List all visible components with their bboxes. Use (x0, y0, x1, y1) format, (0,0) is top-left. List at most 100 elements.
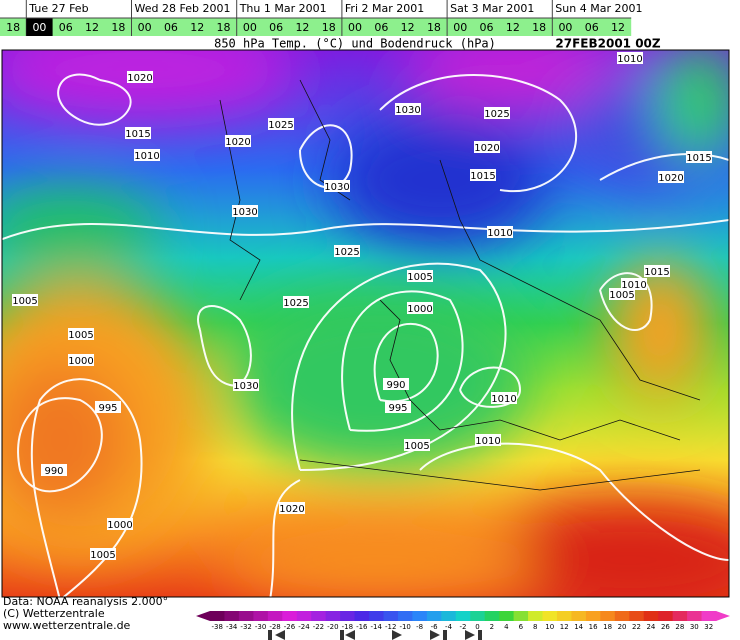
isobar-label-bg (68, 328, 94, 340)
colorbar-swatch (542, 611, 558, 621)
isobar-label-bg (474, 141, 500, 153)
isobar-label-bg (487, 226, 513, 238)
isobar-label-bg (407, 270, 433, 282)
colorbar-swatch (397, 611, 413, 621)
hour-label[interactable]: 00 (243, 21, 257, 34)
isobar-label: 995 (98, 403, 117, 414)
hour-label[interactable]: 06 (480, 21, 494, 34)
hour-label[interactable]: 00 (138, 21, 152, 34)
colorbar-swatch (629, 611, 645, 621)
hour-label[interactable]: 00 (453, 21, 467, 34)
hour-label[interactable]: 06 (269, 21, 283, 34)
hour-label[interactable]: 06 (374, 21, 388, 34)
isobar-label-bg (470, 169, 496, 181)
isobar-label: 1010 (617, 54, 642, 65)
colorbar-label: 24 (646, 623, 655, 631)
isobar-label: 1010 (475, 436, 500, 447)
colorbar-label: 30 (690, 623, 699, 631)
isobar-label-bg (95, 401, 121, 413)
hour-label[interactable]: 12 (401, 21, 415, 34)
hour-label[interactable]: 06 (164, 21, 178, 34)
colorbar-swatch (267, 611, 283, 621)
isobar-label-bg (90, 548, 116, 560)
colorbar-swatch (658, 611, 674, 621)
colorbar-swatch (383, 611, 399, 621)
colorbar-label: -28 (269, 623, 280, 631)
colorbar-label: -2 (460, 623, 467, 631)
day-label: Fri 2 Mar 2001 (345, 2, 424, 15)
isobar-label: 1020 (225, 137, 250, 148)
isobar-label-bg (283, 296, 309, 308)
isobar-label: 1025 (283, 298, 308, 309)
footer-line: Data: NOAA reanalysis 2.000° (3, 595, 168, 608)
isobar-label-bg (385, 401, 411, 413)
colorbar-swatch (224, 611, 240, 621)
hour-label[interactable]: 06 (585, 21, 599, 34)
isobar-label: 990 (386, 380, 405, 391)
colorbar-swatch (412, 611, 428, 621)
footer: Data: NOAA reanalysis 2.000°(C) Wetterze… (3, 595, 168, 632)
hour-label[interactable]: 12 (506, 21, 520, 34)
colorbar-swatch (210, 611, 225, 621)
hour-label[interactable]: 18 (427, 21, 441, 34)
hour-label[interactable]: 00 (348, 21, 362, 34)
isobar-label: 1005 (90, 550, 115, 561)
colorbar-label: 12 (560, 623, 569, 631)
isobar-label-bg (324, 180, 350, 192)
colorbar-label: 26 (661, 623, 670, 631)
hour-label[interactable]: 12 (85, 21, 99, 34)
isobar-label: 1005 (68, 330, 93, 341)
colorbar-label: -16 (356, 623, 368, 631)
hour-label[interactable]: 18 (532, 21, 546, 34)
isobar-label: 1005 (407, 272, 432, 283)
colorbar-swatch (484, 611, 500, 621)
isobar-label-bg (225, 135, 251, 147)
colorbar-swatch (426, 611, 442, 621)
isobar-label-bg (232, 205, 258, 217)
isobar-label: 1030 (395, 105, 420, 116)
isobar-label: 1015 (644, 267, 669, 278)
isobar-label-bg (609, 288, 635, 300)
isobar-label-bg (395, 103, 421, 115)
hour-label[interactable]: 18 (6, 21, 20, 34)
colorbar-swatch (571, 611, 587, 621)
hour-label[interactable]: 06 (59, 21, 73, 34)
isobar-label: 1030 (232, 207, 257, 218)
colorbar-end (716, 611, 730, 621)
isobar-label-bg (621, 278, 647, 290)
colorbar-label: -12 (385, 623, 396, 631)
isobar-label-bg (644, 265, 670, 277)
map-timestamp: 27FEB2001 00Z (555, 37, 661, 51)
day-label: Wed 28 Feb 2001 (135, 2, 231, 15)
isobar-label: 1015 (470, 171, 495, 182)
nav-buttons[interactable] (268, 630, 482, 640)
colorbar-swatch (238, 611, 254, 621)
isobar-label: 990 (44, 466, 63, 477)
colorbar-label: -38 (212, 623, 223, 631)
colorbar-swatch (470, 611, 486, 621)
colorbar-swatch (585, 611, 601, 621)
isobar-label: 1015 (125, 129, 150, 140)
colorbar-swatch (282, 611, 298, 621)
colorbar-label: 0 (475, 623, 479, 631)
hour-label[interactable]: 00 (558, 21, 572, 34)
colorbar-swatch (643, 611, 659, 621)
hour-label[interactable]: 18 (111, 21, 125, 34)
footer-line: www.wetterzentrale.de (3, 619, 131, 632)
hour-label[interactable]: 12 (295, 21, 309, 34)
hour-label[interactable]: 00 (32, 21, 46, 34)
isobar-label: 1020 (127, 73, 152, 84)
colorbar-label: 32 (704, 623, 713, 631)
hour-label[interactable]: 12 (611, 21, 625, 34)
isobar-label: 1020 (279, 504, 304, 515)
colorbar-label: 18 (603, 623, 612, 631)
isobar-label-bg (404, 439, 430, 451)
colorbar-label: 28 (675, 623, 684, 631)
isobar-label: 1010 (491, 394, 516, 405)
hour-label[interactable]: 18 (217, 21, 231, 34)
isobar-label: 1025 (334, 247, 359, 258)
hour-label[interactable]: 18 (322, 21, 336, 34)
hour-label[interactable]: 12 (190, 21, 204, 34)
